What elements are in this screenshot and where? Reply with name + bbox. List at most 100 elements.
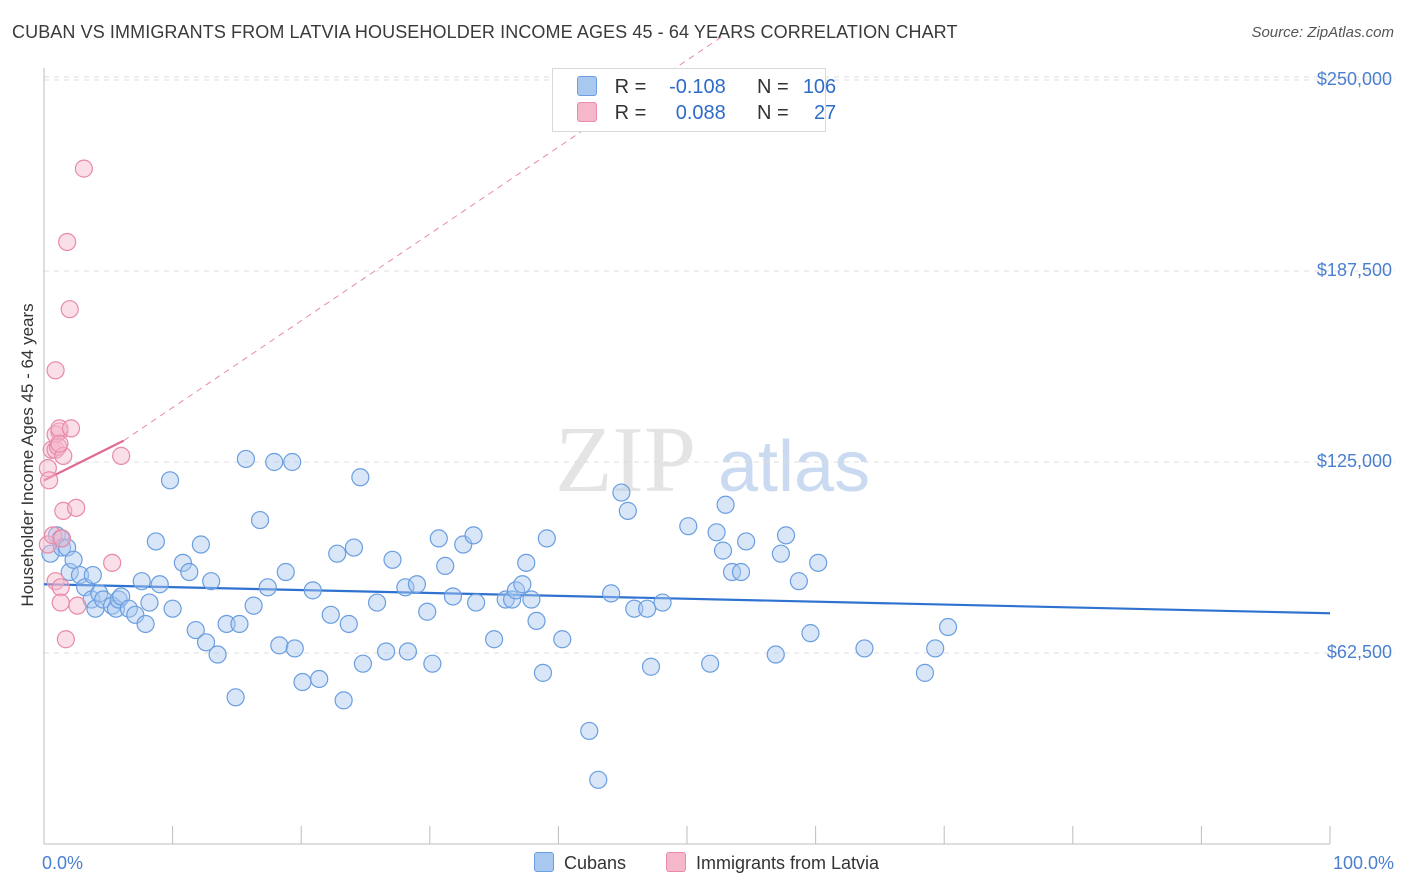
- point-cubans-21: [136, 614, 155, 634]
- point-latvia-9: [49, 437, 68, 456]
- legend-n-value: 106: [802, 76, 837, 98]
- point-cubans-33: [208, 645, 227, 664]
- point-latvia-23: [74, 159, 93, 178]
- x-tick-label-right: 100.0%: [1332, 853, 1394, 873]
- legend-swatch-pink: [577, 102, 597, 122]
- point-cubans-107: [938, 617, 958, 637]
- point-cubans-71: [496, 590, 515, 609]
- trend-line-cubans: [43, 583, 1331, 615]
- point-cubans-50: [328, 544, 347, 563]
- y-tick-label-1: $125,000: [1316, 451, 1392, 471]
- point-latvia-24: [103, 553, 122, 572]
- point-cubans-102: [801, 624, 820, 643]
- point-cubans-28: [180, 562, 199, 582]
- point-cubans-38: [244, 596, 263, 615]
- legend-r-value: -0.108: [669, 76, 726, 98]
- point-cubans-64: [429, 529, 448, 548]
- point-latvia-2: [40, 471, 59, 490]
- watermark-atlas: atlas: [718, 427, 870, 507]
- point-cubans-63: [423, 654, 442, 673]
- legend-swatch-blue: [577, 76, 597, 96]
- point-cubans-16: [109, 590, 128, 609]
- point-cubans-87: [638, 599, 657, 618]
- point-cubans-68: [464, 526, 483, 545]
- point-cubans-83: [602, 584, 621, 603]
- point-cubans-90: [679, 517, 698, 536]
- point-cubans-31: [196, 633, 216, 652]
- point-latvia-20: [61, 419, 81, 438]
- point-cubans-13: [94, 590, 113, 609]
- point-cubans-20: [132, 572, 151, 591]
- point-latvia-19: [60, 300, 79, 319]
- point-cubans-54: [351, 468, 370, 487]
- point-cubans-92: [707, 523, 726, 542]
- point-cubans-25: [160, 471, 180, 490]
- point-cubans-43: [276, 562, 295, 582]
- point-cubans-19: [126, 605, 145, 624]
- point-cubans-40: [258, 578, 277, 597]
- legend-r-label: R =: [614, 76, 647, 98]
- point-cubans-3: [52, 538, 72, 557]
- point-latvia-12: [51, 578, 70, 597]
- point-cubans-96: [731, 562, 751, 582]
- point-cubans-51: [334, 691, 353, 710]
- point-cubans-6: [64, 550, 83, 569]
- point-cubans-97: [737, 532, 756, 551]
- point-cubans-88: [641, 657, 661, 676]
- legend-r-label: R =: [614, 102, 647, 124]
- point-cubans-70: [485, 630, 504, 649]
- point-cubans-58: [383, 550, 402, 569]
- point-cubans-67: [454, 535, 473, 554]
- point-cubans-76: [522, 590, 541, 609]
- axes: [43, 68, 1331, 845]
- point-latvia-17: [56, 630, 75, 649]
- point-cubans-104: [855, 639, 874, 658]
- point-cubans-59: [396, 578, 415, 597]
- legend-n-label: N =: [756, 102, 789, 124]
- point-cubans-57: [376, 642, 396, 661]
- point-cubans-30: [191, 535, 210, 554]
- bottom-legend-swatch-pink: [666, 852, 686, 872]
- point-latvia-22: [68, 596, 87, 615]
- point-cubans-93: [713, 541, 733, 560]
- point-cubans-39: [250, 510, 270, 530]
- point-cubans-53: [344, 538, 364, 557]
- point-cubans-34: [217, 614, 236, 634]
- zipatlas-watermark: ZIP atlas: [555, 408, 870, 512]
- point-cubans-101: [789, 572, 808, 591]
- point-cubans-72: [503, 590, 522, 609]
- y-tick-label-3: $250,000: [1316, 69, 1392, 89]
- point-cubans-62: [418, 602, 437, 621]
- point-cubans-23: [146, 532, 165, 551]
- point-cubans-42: [270, 636, 289, 655]
- point-cubans-82: [589, 770, 608, 789]
- legend-n-label: N =: [756, 76, 789, 98]
- point-cubans-24: [150, 575, 169, 594]
- point-latvia-18: [58, 232, 77, 252]
- x-tick-label-left: 0.0%: [42, 853, 84, 873]
- point-latvia-26: [50, 434, 69, 453]
- point-cubans-99: [771, 544, 790, 563]
- bottom-legend-cubans: Cubans: [534, 852, 626, 874]
- legend-r-value: 0.088: [675, 102, 726, 124]
- trend-line-latvia: [43, 439, 125, 482]
- point-cubans-77: [527, 611, 546, 631]
- point-cubans-35: [226, 688, 245, 707]
- bottom-legend-label: Immigrants from Latvia: [696, 853, 880, 873]
- point-cubans-10: [83, 565, 102, 585]
- point-cubans-29: [186, 620, 205, 640]
- source-label: Source: ZipAtlas.com: [1251, 24, 1394, 41]
- legend-row-latvia: R = 0.088 N = 27: [577, 102, 836, 125]
- point-cubans-55: [353, 654, 373, 673]
- point-cubans-37: [236, 449, 256, 469]
- bottom-legend-label: Cubans: [564, 853, 627, 873]
- point-cubans-75: [517, 553, 536, 572]
- point-cubans-74: [513, 575, 532, 594]
- bottom-legend-swatch-blue: [534, 852, 554, 872]
- point-latvia-25: [112, 446, 131, 465]
- bottom-legend-latvia: Immigrants from Latvia: [666, 852, 879, 874]
- point-cubans-36: [230, 614, 249, 634]
- point-cubans-65: [436, 556, 455, 576]
- point-cubans-94: [716, 495, 735, 514]
